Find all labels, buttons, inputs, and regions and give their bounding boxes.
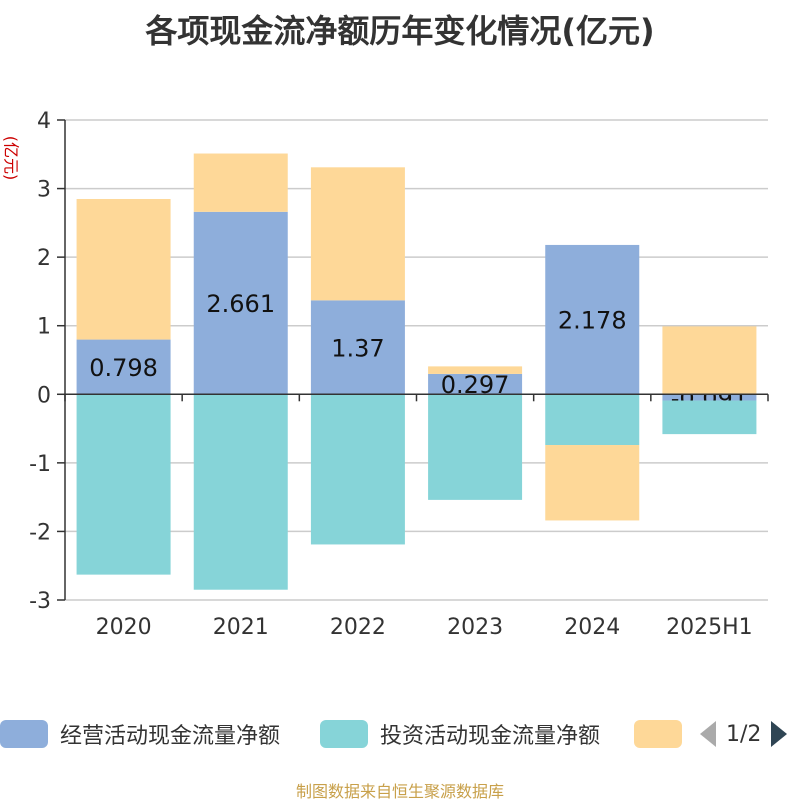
- bar-series2-2020: [76, 198, 171, 340]
- x-tick-label: 2024: [564, 615, 620, 640]
- data-source-note: 制图数据来自恒生聚源数据库: [295, 782, 504, 801]
- legend-prev-arrow-icon[interactable]: [700, 721, 716, 747]
- bar-series2-2024: [545, 445, 640, 521]
- x-tick-label: 2020: [96, 615, 152, 640]
- bar-series0-2024: [545, 244, 640, 395]
- bar-series2-2021: [193, 153, 288, 212]
- legend-item-third[interactable]: [634, 720, 682, 748]
- legend-label-investing: 投资活动现金流量净额: [380, 724, 601, 749]
- bar-series0-2022: [310, 300, 405, 395]
- legend-item-operating[interactable]: 经营活动现金流量净额: [0, 720, 281, 749]
- y-tick-label: 1: [37, 315, 51, 340]
- data-label: 2.661: [206, 290, 275, 318]
- y-tick-label: -2: [29, 520, 51, 545]
- bar-series2-2025H1: [662, 326, 757, 395]
- bar-series0-2020: [76, 339, 171, 395]
- bar-series1-2021: [193, 394, 288, 590]
- bar-series0-2021: [193, 211, 288, 395]
- legend-next-arrow-icon[interactable]: [771, 721, 788, 747]
- legend-item-investing[interactable]: 投资活动现金流量净额: [320, 720, 601, 749]
- x-tick-label: 2023: [447, 615, 503, 640]
- y-tick-label: 4: [37, 109, 51, 134]
- legend-label-operating: 经营活动现金流量净额: [60, 724, 281, 749]
- y-tick-label: -3: [29, 589, 51, 614]
- legend-swatch-operating: [0, 720, 48, 748]
- data-label: 1.37: [331, 334, 384, 362]
- y-tick-label: 0: [37, 383, 51, 408]
- legend-pager: 1/2: [700, 718, 788, 750]
- y-tick-label: 3: [37, 178, 51, 203]
- chart-title: 各项现金流净额历年变化情况(亿元): [145, 12, 655, 50]
- y-tick-label: 2: [37, 246, 51, 271]
- legend: 经营活动现金流量净额 投资活动现金流量净额 1/2: [0, 712, 800, 756]
- bar-series0-2025H1: [662, 394, 757, 401]
- y-tick-label: -1: [29, 452, 51, 477]
- bar-chart: 43210-1-2-30.7982.6611.370.2972.178-0.09…: [29, 109, 769, 640]
- bar-series1-2025H1: [662, 400, 757, 435]
- bar-series1-2022: [310, 394, 405, 545]
- x-tick-label: 2021: [213, 615, 269, 640]
- bar-series2-2023: [428, 366, 523, 374]
- x-tick-label: 2025H1: [666, 615, 753, 640]
- x-tick-label: 2022: [330, 615, 386, 640]
- bar-series0-2023: [428, 373, 523, 395]
- data-label: 2.178: [558, 307, 627, 335]
- legend-page-indicator: 1/2: [726, 721, 762, 747]
- legend-swatch-investing: [320, 720, 368, 748]
- legend-swatch-third: [634, 720, 682, 748]
- bar-series1-2024: [545, 394, 640, 446]
- bar-series1-2020: [76, 394, 171, 575]
- data-label: 0.798: [89, 354, 158, 382]
- bar-series2-2022: [310, 167, 405, 301]
- bar-series1-2023: [428, 394, 523, 500]
